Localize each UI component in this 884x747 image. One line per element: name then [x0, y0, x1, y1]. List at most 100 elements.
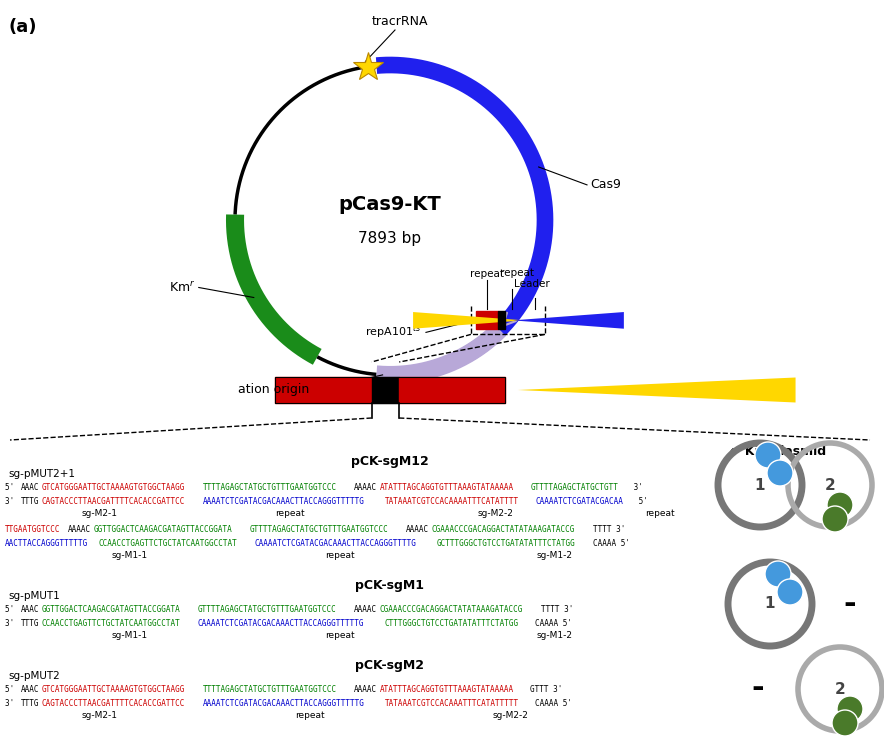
- Bar: [476, 311, 498, 329]
- Text: 5': 5': [5, 605, 19, 614]
- Text: AAAAC: AAAAC: [406, 525, 429, 534]
- Bar: [498, 311, 505, 329]
- Text: sg-M2-2: sg-M2-2: [477, 509, 513, 518]
- Bar: [400, 377, 505, 403]
- Text: TTTG: TTTG: [20, 497, 39, 506]
- Text: pCK-sgM12: pCK-sgM12: [351, 455, 429, 468]
- Text: 3': 3': [629, 483, 643, 492]
- Text: ation origin: ation origin: [239, 383, 309, 397]
- Text: TATAAATCGTCCACAAAATTTCATATTTT: TATAAATCGTCCACAAAATTTCATATTTT: [385, 497, 519, 506]
- Text: CGAAACCCGACAGGACTATATAAAGATACCG: CGAAACCCGACAGGACTATATAAAGATACCG: [379, 605, 522, 614]
- Text: 5': 5': [5, 483, 19, 492]
- Text: sg-pMUT1: sg-pMUT1: [8, 591, 60, 601]
- Text: TTTTAGAGCTATGCTGTTTGAATGGTCCC: TTTTAGAGCTATGCTGTTTGAATGGTCCC: [202, 483, 337, 492]
- Text: pCK-sgM2: pCK-sgM2: [355, 659, 424, 672]
- Text: Leader: Leader: [514, 279, 550, 289]
- Text: 3': 3': [5, 699, 19, 708]
- Circle shape: [837, 696, 863, 722]
- Text: AAAC: AAAC: [20, 483, 39, 492]
- Text: -: -: [751, 675, 765, 704]
- Text: CAGTACCCTTAACGATTTTCACACCGATTCC: CAGTACCCTTAACGATTTTCACACCGATTCC: [42, 497, 185, 506]
- Text: sg-M2-2: sg-M2-2: [492, 711, 528, 720]
- Text: GGTTGGACTCAAGACGATAGTTACCGGATA: GGTTGGACTCAAGACGATAGTTACCGGATA: [94, 525, 232, 534]
- Text: TATAAATCGTCCACAAATTTCATATTTTT: TATAAATCGTCCACAAATTTCATATTTTT: [385, 699, 519, 708]
- Text: TTGAATGGTCCC: TTGAATGGTCCC: [5, 525, 60, 534]
- Text: sg-pMUT2+1: sg-pMUT2+1: [8, 469, 75, 479]
- Text: 5': 5': [634, 497, 648, 506]
- Text: GTTT 3': GTTT 3': [530, 685, 562, 694]
- Text: ATATTTAGCAGGTGTTTAAAGTATAAAAA: ATATTTAGCAGGTGTTTAAAGTATAAAAA: [379, 483, 514, 492]
- Text: repeat: repeat: [325, 551, 354, 560]
- Text: AAAATCTCGATACGACAAACTTACCAGGGTTTTTG: AAAATCTCGATACGACAAACTTACCAGGGTTTTTG: [202, 497, 364, 506]
- Text: AAAAC: AAAAC: [354, 605, 377, 614]
- Text: AAAAC: AAAAC: [354, 483, 377, 492]
- Text: Cas9: Cas9: [590, 179, 621, 191]
- Text: repeat: repeat: [470, 270, 504, 279]
- Text: TTTTAGAGCTATGCTGTTTGAATGGTCCC: TTTTAGAGCTATGCTGTTTGAATGGTCCC: [202, 685, 337, 694]
- Text: CGAAACCCGACAGGACTATATAAAGATACCG: CGAAACCCGACAGGACTATATAAAGATACCG: [431, 525, 575, 534]
- Text: 1: 1: [755, 477, 766, 492]
- Text: AAAATCTCGATACGACAAACTTACCAGGGTTTTTG: AAAATCTCGATACGACAAACTTACCAGGGTTTTTG: [202, 699, 364, 708]
- Text: pCas9-KT: pCas9-KT: [339, 196, 441, 214]
- Text: sg-M1-1: sg-M1-1: [112, 631, 148, 640]
- Circle shape: [767, 460, 793, 486]
- Text: sg-M1-2: sg-M1-2: [537, 551, 573, 560]
- Text: ATATTTAGCAGGTGTTTAAAGTATAAAAA: ATATTTAGCAGGTGTTTAAAGTATAAAAA: [379, 685, 514, 694]
- Text: CAAAA 5': CAAAA 5': [592, 539, 629, 548]
- Bar: [275, 377, 371, 403]
- Text: 2: 2: [825, 477, 835, 492]
- Text: AAAC: AAAC: [20, 685, 39, 694]
- Circle shape: [777, 579, 803, 605]
- Text: GTTTTAGAGCTATGCTGTTTGAATGGTCCC: GTTTTAGAGCTATGCTGTTTGAATGGTCCC: [197, 605, 336, 614]
- Text: TTTT 3': TTTT 3': [592, 525, 625, 534]
- Text: GTTTTAGAGCTATGCTGTT: GTTTTAGAGCTATGCTGTT: [530, 483, 618, 492]
- Text: sg-M1-2: sg-M1-2: [537, 631, 573, 640]
- Text: AACTTACCAGGGTTTTTG: AACTTACCAGGGTTTTTG: [5, 539, 88, 548]
- Text: CCAACCTGAGTTCTGCTATCAATGGCCTAT: CCAACCTGAGTTCTGCTATCAATGGCCTAT: [99, 539, 237, 548]
- Text: CCAACCTGAGTTCTGCTATCAATGGCCTAT: CCAACCTGAGTTCTGCTATCAATGGCCTAT: [42, 619, 180, 628]
- Text: GCTTTGGGCTGTCCTGATATATTTCTATGG: GCTTTGGGCTGTCCTGATATATTTCTATGG: [437, 539, 575, 548]
- Text: tracrRNA: tracrRNA: [372, 15, 428, 28]
- Circle shape: [765, 561, 791, 587]
- Text: 7893 bp: 7893 bp: [358, 231, 422, 246]
- Text: sg-M1-1: sg-M1-1: [112, 551, 148, 560]
- Text: 2: 2: [834, 681, 845, 696]
- Text: Km$^r$: Km$^r$: [169, 280, 195, 295]
- Text: sg-pMUT2: sg-pMUT2: [8, 671, 60, 681]
- Text: 3': 3': [5, 497, 19, 506]
- Text: TTTG: TTTG: [20, 699, 39, 708]
- Text: CAAAATCTCGATACGACAA: CAAAATCTCGATACGACAA: [536, 497, 623, 506]
- Text: CAAAATCTCGATACGACAAACTTACCAGGGTTTTTG: CAAAATCTCGATACGACAAACTTACCAGGGTTTTTG: [197, 619, 364, 628]
- Text: AAAAC: AAAAC: [67, 525, 90, 534]
- Text: repA101$^{ts}$: repA101$^{ts}$: [364, 323, 421, 341]
- Text: GTCATGGGAATTGCTAAAAGTGTGGCTAAGG: GTCATGGGAATTGCTAAAAGTGTGGCTAAGG: [42, 483, 185, 492]
- Text: 5': 5': [5, 685, 19, 694]
- Text: repeat: repeat: [295, 711, 324, 720]
- Text: CAAAATCTCGATACGACAAACTTACCAGGGTTTTG: CAAAATCTCGATACGACAAACTTACCAGGGTTTTG: [255, 539, 416, 548]
- Text: repeat: repeat: [325, 631, 354, 640]
- Text: repeat: repeat: [645, 509, 674, 518]
- Text: -: -: [843, 589, 857, 619]
- Text: 1: 1: [765, 597, 775, 612]
- Text: pCK-sgM1: pCK-sgM1: [355, 579, 424, 592]
- Bar: [275, 377, 505, 403]
- Text: ← Kill plasmid: ← Kill plasmid: [730, 445, 827, 458]
- Text: 3': 3': [5, 619, 19, 628]
- Text: CTTTGGGCTGTCCTGATATATTTCTATGG: CTTTGGGCTGTCCTGATATATTTCTATGG: [385, 619, 519, 628]
- Text: AAAAC: AAAAC: [354, 685, 377, 694]
- Text: repeat: repeat: [275, 509, 305, 518]
- Text: (a): (a): [8, 18, 36, 36]
- Text: GTCATGGGAATTGCTAAAAGTGTGGCTAAGG: GTCATGGGAATTGCTAAAAGTGTGGCTAAGG: [42, 685, 185, 694]
- Text: GTTTTAGAGCTATGCTGTTTGAATGGTCCC: GTTTTAGAGCTATGCTGTTTGAATGGTCCC: [249, 525, 388, 534]
- Circle shape: [822, 506, 848, 532]
- Text: TTTG: TTTG: [20, 619, 39, 628]
- Text: TTTT 3': TTTT 3': [541, 605, 573, 614]
- Bar: [371, 377, 400, 403]
- Circle shape: [832, 710, 858, 736]
- Text: GGTTGGACTCAAGACGATAGTTACCGGATA: GGTTGGACTCAAGACGATAGTTACCGGATA: [42, 605, 180, 614]
- Circle shape: [755, 442, 781, 468]
- Text: AAAC: AAAC: [20, 605, 39, 614]
- Circle shape: [827, 492, 853, 518]
- Text: sg-M2-1: sg-M2-1: [82, 509, 118, 518]
- Text: repeat: repeat: [500, 268, 534, 279]
